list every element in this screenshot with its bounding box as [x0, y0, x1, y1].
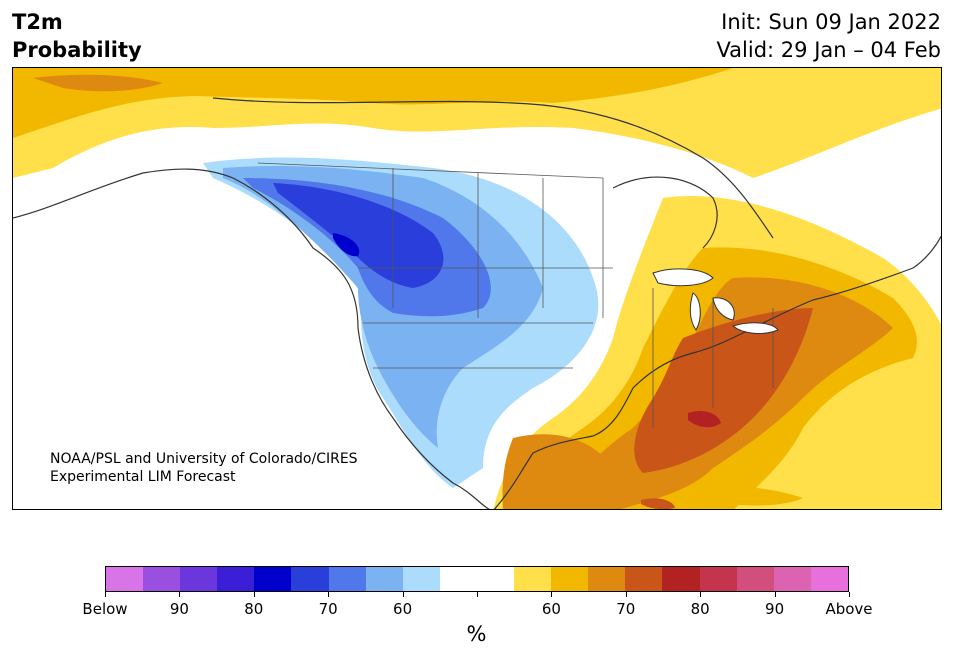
colorbar-tick — [700, 592, 702, 597]
colorbar-segment — [810, 567, 848, 591]
colorbar-segment — [588, 567, 626, 591]
colorbar-label: Below — [82, 600, 128, 618]
colorbar-segment — [106, 567, 144, 591]
colorbar-tick — [625, 592, 627, 597]
colorbar-label: 80 — [690, 600, 710, 618]
valid-period: Valid: 29 Jan – 04 Feb — [716, 38, 941, 62]
colorbar-label: 90 — [765, 600, 785, 618]
coastlines — [13, 97, 941, 509]
cold-core — [333, 233, 360, 257]
colorbar-segment — [143, 567, 181, 591]
colorbar-segment — [476, 567, 515, 591]
great-lakes — [652, 268, 779, 334]
init-date: Init: Sun 09 Jan 2022 — [721, 10, 941, 34]
colorbar-tick — [105, 592, 106, 597]
colorbar-tick — [179, 592, 181, 597]
colorbar-tick — [402, 592, 404, 597]
map-credit: NOAA/PSL and University of Colorado/CIRE… — [50, 450, 358, 486]
colorbar-label: 60 — [393, 600, 413, 618]
forecast-dates: Init: Sun 09 Jan 2022 Valid: 29 Jan – 04… — [716, 8, 941, 64]
credit-line-2: Experimental LIM Forecast — [50, 469, 236, 485]
map-title: T2m Probability — [12, 8, 142, 64]
colorbar-segment — [217, 567, 255, 591]
colorbar-unit: % — [466, 622, 487, 646]
colorbar-label: 90 — [169, 600, 189, 618]
colorbar-segment — [514, 567, 552, 591]
colorbar-segment — [328, 567, 366, 591]
colorbar-tick — [551, 592, 553, 597]
colorbar-tick — [477, 592, 478, 597]
colorbar-label: 60 — [541, 600, 561, 618]
cold-region-80 — [273, 183, 444, 288]
colorbar-segment — [699, 567, 737, 591]
colorbar-tick — [253, 592, 255, 597]
colorbar-label: 70 — [616, 600, 636, 618]
warm-island-cuba — [693, 486, 803, 506]
forecast-map: NOAA/PSL and University of Colorado/CIRE… — [12, 67, 942, 510]
colorbar-segment — [551, 567, 589, 591]
warm-island-hispaniola — [641, 498, 675, 509]
colorbar-segment — [662, 567, 700, 591]
colorbar-segment — [254, 567, 292, 591]
colorbar-segment — [180, 567, 218, 591]
warm-core-alaska — [33, 74, 163, 92]
colorbar-labels: Below 90 80 70 60 60 70 80 90 Above — [82, 600, 872, 620]
colorbar-segment — [365, 567, 403, 591]
colorbar-segment — [291, 567, 329, 591]
warm-region-east-75 — [634, 308, 813, 473]
map-canvas — [13, 68, 941, 509]
colorbar-segment — [402, 567, 440, 591]
colorbar-tick — [849, 592, 850, 597]
colorbar-segment — [439, 567, 477, 591]
credit-line-1: NOAA/PSL and University of Colorado/CIRE… — [50, 451, 358, 467]
colorbar-segment — [773, 567, 811, 591]
product-label: Probability — [12, 38, 142, 62]
colorbar-segment — [625, 567, 663, 591]
warm-region-north-inner — [13, 68, 733, 138]
colorbar-label: 70 — [318, 600, 338, 618]
political-borders — [257, 162, 774, 428]
warm-region-mexico — [502, 434, 613, 509]
colorbar-tick — [328, 592, 330, 597]
colorbar-segment — [736, 567, 774, 591]
colorbar-label: Above — [825, 600, 873, 618]
colorbar-tick — [774, 592, 776, 597]
colorbar-label: 80 — [244, 600, 264, 618]
warm-core-southeast — [688, 411, 721, 428]
probability-colorbar — [105, 566, 849, 592]
variable-label: T2m — [12, 10, 63, 34]
